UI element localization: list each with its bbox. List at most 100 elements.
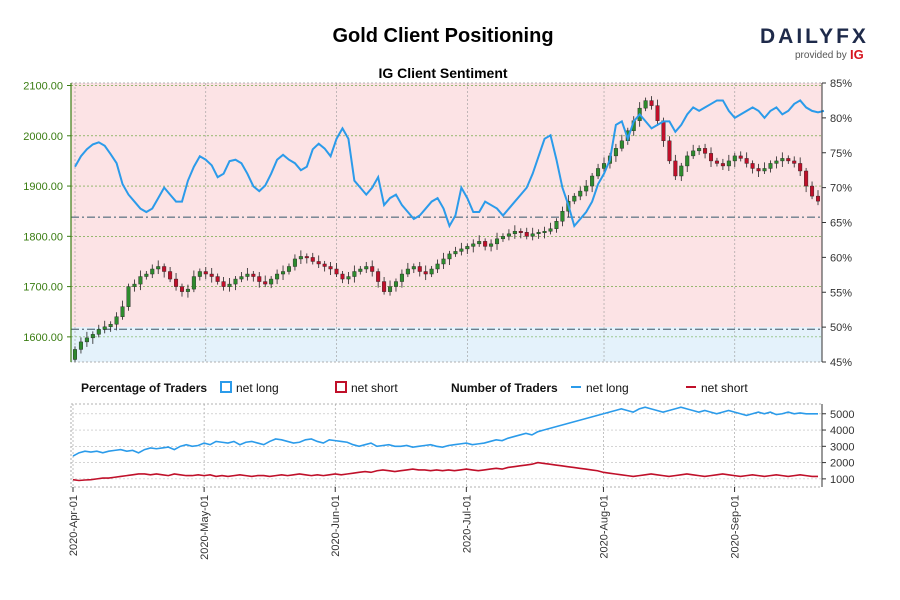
candle-body [393,281,398,287]
candle-body [453,251,458,255]
candle-body [536,232,541,235]
x-tick-label: 2020-Jul-01 [461,495,473,553]
candle-body [649,100,654,106]
candle-body [298,256,303,260]
candle-body [500,236,505,240]
candle-body [643,100,648,109]
candle-body [251,273,256,277]
right-tick-label: 70% [830,183,852,195]
right-tick-label: 60% [830,252,852,264]
candle-body [245,273,250,277]
right-tick-label: 85% [830,78,852,90]
candle-body [441,258,446,265]
candle-body [429,268,434,275]
candle-body [495,238,500,245]
candle-body [399,273,404,282]
candle-body [726,160,731,167]
candle-body [471,243,476,247]
right-tick-label: 45% [830,357,852,369]
candle-body [96,329,101,335]
candle-body [162,266,167,272]
traders-net-long-line [72,406,818,457]
candle-body [281,271,286,275]
legend-num-heading: Number of Traders [451,381,558,395]
candle-body [792,160,797,164]
left-tick-label: 1600.00 [23,332,63,344]
candle-body [804,170,809,187]
left-tick-label: 1800.00 [23,231,63,243]
legend-num-long-label: net long [586,381,629,395]
brand-provided-by: provided by [795,50,847,61]
legend-pct-long-swatch [220,381,232,393]
candle-body [697,148,702,152]
brand-ig: IG [850,47,864,62]
candle-body [310,257,315,262]
traders-tick-label: 2000 [830,458,854,470]
candle-body [227,283,232,287]
main-plot: 1600.00 1700.00 1800.00 1900.00 2000.00 2100.… [23,78,852,369]
candle-body [132,283,137,287]
candle-body [524,232,529,237]
candle-body [316,261,321,265]
candle-body [685,155,690,167]
candle-body [179,286,184,292]
candle-body [750,163,755,169]
legend-num-short-label: net short [701,381,748,395]
candle-body [203,271,208,275]
candle-body [483,241,488,247]
candle-body [756,168,761,172]
legend-pct-short-label: net short [351,381,398,395]
candle-body [340,273,345,280]
candle-body [542,231,547,233]
candle-body [275,273,280,280]
candle-body [703,148,708,154]
candle-body [423,271,428,275]
candle-body [84,337,89,343]
candle-body [156,266,161,270]
traders-tick-label: 1000 [830,474,854,486]
candle-body [661,120,666,142]
candle-body [286,266,291,272]
candle-body [376,271,381,282]
candle-body [720,163,725,167]
right-tick-label: 50% [830,322,852,334]
candle-body [370,266,375,272]
chart-title: Gold Client Positioning [332,25,553,47]
candle-body [328,266,333,270]
candle-body [358,268,363,272]
candle-body [120,306,125,317]
candle-body [364,266,369,270]
candle-body [168,271,173,280]
candle-body [215,276,220,282]
candle-body [447,253,452,260]
candle-body [346,276,351,280]
left-tick-label: 2100.00 [23,81,63,93]
right-tick-label: 55% [830,287,852,299]
left-tick-label: 2000.00 [23,131,63,143]
candle-body [774,160,779,164]
candle-body [530,233,535,237]
legend-pct-heading: Percentage of Traders [81,381,207,395]
candle-body [477,241,482,245]
traders-plot: 1000 2000 3000 4000 5000 [70,403,854,488]
candle-body [304,256,309,259]
candle-body [138,276,143,285]
traders-tick-label: 3000 [830,441,854,453]
x-tick-label: 2020-Apr-01 [68,495,80,556]
candle-body [798,163,803,172]
candle-body [233,278,238,285]
candle-body [144,273,149,277]
candle-body [191,276,196,290]
candle-body [762,168,767,172]
candle-body [269,278,274,285]
candle-body [596,168,601,177]
candle-body [518,231,523,233]
candle-body [465,246,470,250]
candle-body [786,158,791,162]
candle-body [292,258,297,267]
candle-body [602,163,607,169]
legend-pct-short-swatch [335,381,347,393]
long-zone-band [71,327,822,362]
traders-net-short-line [72,461,818,482]
candle-body [738,155,743,159]
